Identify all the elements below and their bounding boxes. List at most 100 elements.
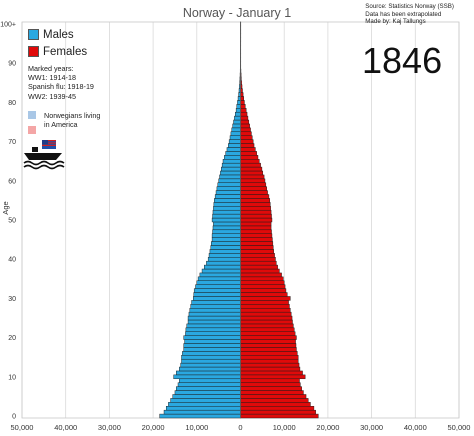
bar-female bbox=[240, 355, 299, 360]
bar-male bbox=[226, 147, 241, 152]
bar-male bbox=[233, 119, 241, 125]
bar-male bbox=[183, 335, 241, 340]
bar-female bbox=[240, 366, 301, 372]
bar-male bbox=[213, 206, 241, 211]
bar-female bbox=[240, 413, 319, 419]
bar-female bbox=[240, 398, 309, 403]
bar-male bbox=[214, 198, 241, 203]
emigration-swatch-female bbox=[28, 126, 36, 134]
bar-female bbox=[240, 304, 290, 309]
bar-female bbox=[240, 311, 292, 317]
y-tick-label: 70 bbox=[8, 139, 16, 146]
bar-male bbox=[212, 209, 241, 215]
bar-female bbox=[240, 409, 316, 415]
bar-male bbox=[163, 409, 241, 415]
bar-female bbox=[240, 319, 293, 325]
bar-male bbox=[168, 402, 241, 407]
bar-male bbox=[189, 307, 241, 313]
bar-female bbox=[240, 331, 296, 336]
bar-female bbox=[240, 406, 315, 411]
bar-female bbox=[240, 96, 245, 101]
bar-female bbox=[240, 292, 288, 297]
bar-female bbox=[240, 233, 273, 238]
bar-female bbox=[240, 327, 295, 332]
bar-female bbox=[240, 280, 285, 285]
bar-male bbox=[179, 378, 241, 383]
bar-female bbox=[240, 276, 284, 281]
bar-female bbox=[240, 358, 299, 364]
bar-female bbox=[240, 351, 298, 356]
bar-male bbox=[181, 355, 241, 360]
bar-female bbox=[240, 115, 249, 121]
bar-male bbox=[197, 276, 241, 281]
bar-male bbox=[183, 343, 241, 348]
bar-female bbox=[240, 394, 307, 399]
legend-swatch-males bbox=[28, 29, 39, 40]
bar-male bbox=[182, 351, 241, 356]
bar-male bbox=[225, 151, 241, 156]
x-tick-label: 40,000 bbox=[54, 423, 77, 432]
bar-male bbox=[207, 257, 241, 262]
bar-female bbox=[240, 162, 261, 168]
bar-male bbox=[185, 331, 241, 336]
x-tick-label: 50,000 bbox=[448, 423, 471, 432]
bar-male bbox=[187, 319, 241, 325]
bar-female bbox=[240, 378, 300, 383]
bar-male bbox=[210, 241, 241, 246]
bar-male bbox=[208, 253, 241, 258]
bar-male bbox=[179, 366, 241, 372]
bar-female bbox=[240, 182, 267, 187]
y-tick-label: 90 bbox=[8, 61, 16, 68]
x-tick-label: 40,000 bbox=[404, 423, 427, 432]
bar-female bbox=[240, 213, 272, 219]
bar-male bbox=[212, 213, 241, 219]
y-tick-label: 0 bbox=[12, 414, 16, 421]
emigration-label: Norwegians living in America bbox=[44, 111, 100, 129]
bar-male bbox=[186, 323, 241, 329]
bar-female bbox=[240, 166, 263, 172]
bar-male bbox=[221, 162, 241, 168]
legend-swatch-females bbox=[28, 46, 39, 57]
bar-female bbox=[240, 253, 275, 258]
bar-female bbox=[240, 362, 300, 368]
y-tick-label: 100+ bbox=[0, 21, 16, 28]
bar-female bbox=[240, 272, 282, 278]
bar-male bbox=[217, 182, 241, 187]
bar-female bbox=[240, 347, 297, 352]
bar-male bbox=[212, 225, 241, 231]
bar-female bbox=[240, 268, 280, 274]
bar-female bbox=[240, 174, 265, 180]
bar-male bbox=[180, 362, 241, 368]
bar-male bbox=[181, 358, 241, 364]
marked-year-flu: Spanish flu: 1918-19 bbox=[28, 82, 94, 92]
bar-male bbox=[237, 100, 241, 105]
y-axis-label: Age bbox=[1, 201, 10, 214]
bar-female bbox=[240, 143, 255, 148]
bar-male bbox=[206, 260, 241, 266]
bar-female bbox=[240, 382, 301, 387]
bar-female bbox=[240, 249, 274, 254]
bar-male bbox=[159, 413, 241, 419]
legend-item-females: Females bbox=[28, 43, 87, 60]
bar-male bbox=[222, 159, 241, 164]
bar-male bbox=[235, 111, 241, 117]
bar-male bbox=[229, 135, 241, 140]
bar-female bbox=[240, 335, 297, 340]
bar-male bbox=[211, 217, 241, 223]
marked-year-ww2: WW2: 1939-45 bbox=[28, 91, 76, 101]
bar-female bbox=[240, 245, 274, 250]
bar-male bbox=[185, 327, 241, 332]
bar-female bbox=[240, 194, 270, 199]
bar-female bbox=[240, 104, 246, 109]
x-tick-label: 20,000 bbox=[142, 423, 165, 432]
bar-female bbox=[240, 288, 287, 293]
bar-male bbox=[213, 221, 241, 227]
bar-male bbox=[187, 315, 241, 321]
x-tick-label: 0 bbox=[238, 423, 242, 432]
bar-male bbox=[212, 229, 241, 234]
bar-female bbox=[240, 386, 302, 391]
bar-male bbox=[174, 390, 241, 395]
marked-year-ww1: WW1: 1914-18 bbox=[28, 73, 76, 83]
emigration-label-line1: Norwegians living bbox=[44, 111, 101, 120]
